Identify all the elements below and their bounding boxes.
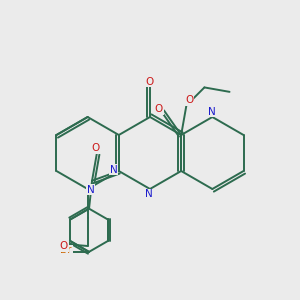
Text: O: O bbox=[91, 143, 99, 153]
Text: O: O bbox=[185, 95, 194, 105]
Text: N: N bbox=[87, 184, 94, 195]
Text: O: O bbox=[59, 241, 68, 251]
Text: N: N bbox=[145, 189, 153, 200]
Text: O: O bbox=[154, 104, 163, 114]
Text: N: N bbox=[208, 106, 216, 117]
Text: N: N bbox=[110, 164, 117, 175]
Text: Br: Br bbox=[60, 245, 72, 255]
Text: O: O bbox=[146, 76, 154, 87]
